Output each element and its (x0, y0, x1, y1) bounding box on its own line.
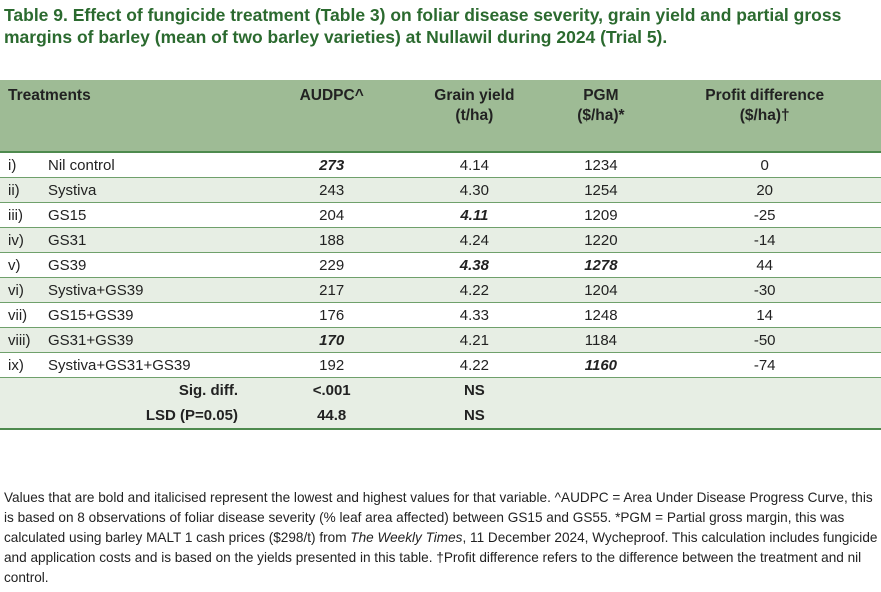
stats-yield: NS (463, 382, 485, 399)
cell-audpc: 217 (319, 281, 345, 299)
cell-profit: 14 (756, 306, 774, 324)
cell-profit: 0 (760, 156, 769, 174)
header-profit: Profit difference ($/ha)† (648, 80, 881, 152)
header-yield-line2: (t/ha) (455, 107, 494, 124)
cell-yield: 4.22 (459, 356, 489, 374)
cell-name: GS31+GS39 (48, 331, 134, 349)
cell-yield: 4.11 (460, 206, 489, 224)
cell-name: Systiva+GS39 (48, 281, 144, 299)
cell-audpc: 170 (319, 331, 345, 349)
cell-name: Systiva (48, 181, 97, 199)
cell-yield: 4.38 (459, 256, 489, 274)
cell-name: Systiva+GS31+GS39 (48, 356, 191, 374)
cell-pgm: 1209 (584, 206, 618, 224)
table-row: ix) Systiva+GS31+GS39 192 4.22 1160 -74 (0, 353, 881, 378)
cell-audpc: 229 (319, 256, 345, 274)
header-pgm: PGM ($/ha)* (553, 80, 649, 152)
table-row: viii) GS31+GS39 170 4.21 1184 -50 (0, 327, 881, 353)
empty-cell (553, 378, 648, 404)
cell-profit: -74 (753, 356, 776, 374)
header-yield-line1: Grain yield (434, 87, 515, 104)
cell-num: i) (8, 156, 17, 174)
table-row: iv) GS31 188 4.24 1220 -14 (0, 227, 881, 253)
results-table: Treatments AUDPC^ Grain yield (t/ha) PGM (… (0, 80, 881, 430)
cell-profit: 20 (756, 181, 774, 199)
cell-yield: 4.33 (459, 306, 489, 324)
cell-pgm: 1184 (584, 331, 618, 349)
cell-num: ii) (8, 181, 20, 199)
cell-profit: -50 (753, 331, 776, 349)
header-yield: Grain yield (t/ha) (395, 80, 554, 152)
cell-pgm: 1248 (584, 306, 618, 324)
header-row: Treatments AUDPC^ Grain yield (t/ha) PGM (… (0, 80, 881, 152)
cell-name: GS31 (48, 231, 87, 249)
cell-name: GS39 (48, 256, 87, 274)
cell-num: vi) (8, 281, 24, 299)
empty-cell (648, 403, 881, 429)
cell-audpc: 188 (319, 231, 345, 249)
cell-yield: 4.24 (459, 231, 489, 249)
stats-audpc: <.001 (312, 382, 351, 399)
table-row: vii) GS15+GS39 176 4.33 1248 14 (0, 303, 881, 328)
empty-cell (648, 378, 881, 404)
cell-pgm: 1278 (584, 256, 618, 274)
header-audpc: AUDPC^ (268, 80, 396, 152)
cell-audpc: 192 (319, 356, 345, 374)
cell-num: iii) (8, 206, 23, 224)
table-row: iii) GS15 204 4.11 1209 -25 (0, 203, 881, 228)
table-row: vi) Systiva+GS39 217 4.22 1204 -30 (0, 277, 881, 303)
table-row: v) GS39 229 4.38 1278 44 (0, 253, 881, 278)
cell-num: viii) (8, 331, 31, 349)
cell-num: iv) (8, 231, 24, 249)
cell-num: ix) (8, 356, 24, 374)
stats-row: LSD (P=0.05) 44.8 NS (0, 403, 881, 429)
cell-profit: -14 (753, 231, 776, 249)
cell-pgm: 1220 (584, 231, 618, 249)
cell-audpc: 204 (319, 206, 345, 224)
cell-yield: 4.22 (459, 281, 489, 299)
cell-audpc: 176 (319, 306, 345, 324)
cell-pgm: 1160 (584, 356, 618, 374)
notes-source: The Weekly Times (350, 530, 463, 545)
cell-name: Nil control (48, 156, 115, 174)
table-notes: Values that are bold and italicised repr… (4, 488, 879, 588)
table-row: i) Nil control 273 4.14 1234 0 (0, 152, 881, 178)
cell-profit: -25 (753, 206, 776, 224)
notes-text-2: , 11 December 2024, Wycheproof. This cal… (4, 530, 878, 585)
cell-audpc: 243 (319, 181, 345, 199)
stats-audpc: 44.8 (317, 407, 347, 424)
stats-yield: NS (463, 407, 485, 424)
empty-cell (553, 403, 648, 429)
cell-name: GS15 (48, 206, 87, 224)
header-treatments: Treatments (0, 80, 268, 152)
stats-label: Sig. diff. (178, 382, 238, 399)
table-title: Table 9. Effect of fungicide treatment (… (4, 5, 842, 47)
cell-yield: 4.14 (459, 156, 489, 174)
table-row: ii) Systiva 243 4.30 1254 20 (0, 177, 881, 203)
cell-pgm: 1234 (584, 156, 618, 174)
cell-audpc: 273 (319, 156, 345, 174)
cell-pgm: 1254 (584, 181, 618, 199)
cell-yield: 4.21 (459, 331, 489, 349)
cell-num: vii) (8, 306, 28, 324)
header-pgm-line1: PGM (583, 87, 619, 104)
stats-label: LSD (P=0.05) (145, 407, 238, 424)
cell-profit: 44 (756, 256, 774, 274)
cell-yield: 4.30 (459, 181, 489, 199)
cell-pgm: 1204 (584, 281, 618, 299)
notes-text-1: Values that are bold and italicised repr… (4, 490, 873, 545)
header-profit-line1: Profit difference (705, 87, 825, 104)
cell-name: GS15+GS39 (48, 306, 134, 324)
stats-row: Sig. diff. <.001 NS (0, 377, 881, 404)
cell-profit: -30 (753, 281, 776, 299)
header-pgm-line2: ($/ha)* (577, 107, 625, 124)
cell-num: v) (8, 256, 21, 274)
header-profit-line2: ($/ha)† (739, 107, 790, 124)
